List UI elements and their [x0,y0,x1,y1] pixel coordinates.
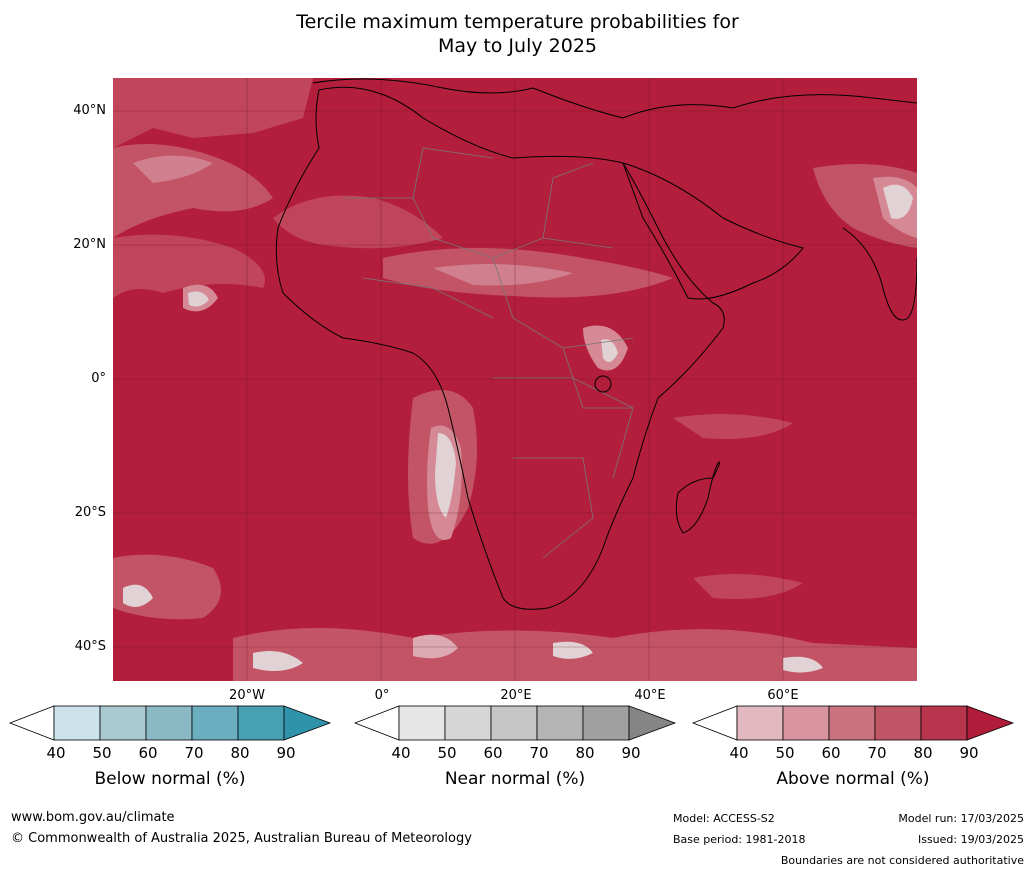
map-canvas [113,78,917,681]
lat-label-40s: 40°S [74,639,106,654]
colorbar-tick-label: 80 [575,744,595,762]
lat-label-20s: 20°S [74,505,106,520]
colorbar-segment [828,705,876,741]
colorbar-tick-label: 90 [959,744,979,762]
colorbar-segments [353,705,677,741]
country-borders [343,147,634,559]
lon-label-40e: 40°E [634,688,666,703]
colorbar-segment [398,705,446,741]
colorbar-above-normal [691,705,1015,741]
colorbar-tick-label: 80 [230,744,250,762]
colorbar-extend-high [628,705,677,741]
legend-title-above: Above normal (%) [776,769,930,789]
colorbar-segments [8,705,332,741]
lon-label-20w: 20°W [229,688,265,703]
colorbar-segment [145,705,193,741]
colorbar-tick-label: 50 [92,744,112,762]
colorbar-tick-label: 40 [46,744,66,762]
colorbar-segment [536,705,584,741]
colorbar-near-normal [353,705,677,741]
title-line-1: Tercile maximum temperature probabilitie… [296,11,739,33]
lat-label-40n: 40°N [73,103,106,118]
colorbar-extend-low [353,705,400,741]
chart-title: Tercile maximum temperature probabilitie… [0,10,1035,58]
lon-label-60e: 60°E [767,688,799,703]
colorbar-segment [736,705,784,741]
probability-patches [113,78,917,681]
lon-label-0: 0° [374,688,390,703]
lat-label-20n: 20°N [73,237,106,252]
footer-copyright: © Commonwealth of Australia 2025, Austra… [11,831,472,846]
arabia-coastline [622,162,804,300]
colorbar-extend-high [283,705,332,741]
india-coastline [842,227,917,321]
lon-label-20e: 20°E [500,688,532,703]
colorbar-extend-low [8,705,55,741]
colorbar-tick-label: 80 [913,744,933,762]
footer-issued: Issued: 19/03/2025 [917,833,1024,846]
legend-title-near: Near normal (%) [444,769,586,789]
legend-title-below: Below normal (%) [94,769,246,789]
colorbar-tick-label: 40 [391,744,411,762]
probability-map [113,78,917,681]
colorbar-below-normal [8,705,332,741]
footer-base-period: Base period: 1981-2018 [673,833,806,846]
colorbar-tick-label: 60 [138,744,158,762]
colorbar-segment [53,705,101,741]
footer-model-run: Model run: 17/03/2025 [898,812,1024,825]
colorbar-segment [582,705,630,741]
colorbar-tick-label: 90 [276,744,296,762]
colorbar-segment [99,705,147,741]
colorbar-tick-label: 70 [184,744,204,762]
colorbar-segment [874,705,922,741]
colorbar-tick-label: 60 [821,744,841,762]
europe-coastline [312,78,917,119]
madagascar-coastline [675,461,721,534]
footer-url[interactable]: www.bom.gov.au/climate [11,810,175,825]
colorbar-extend-low [691,705,738,741]
lat-label-0: 0° [91,371,106,386]
lake-victoria [594,375,612,393]
colorbar-segment [920,705,968,741]
colorbar-tick-label: 90 [621,744,641,762]
colorbar-tick-label: 40 [729,744,749,762]
colorbar-extend-high [966,705,1015,741]
colorbar-segment [191,705,239,741]
colorbar-segment [237,705,285,741]
colorbar-tick-label: 50 [437,744,457,762]
colorbar-tick-label: 70 [867,744,887,762]
map-gridlines [113,78,917,681]
colorbar-segment [490,705,538,741]
footer-disclaimer: Boundaries are not considered authoritat… [780,854,1024,867]
title-line-2: May to July 2025 [438,35,597,57]
africa-coastline [275,86,725,610]
colorbar-segment [444,705,492,741]
colorbar-segment [782,705,830,741]
colorbar-tick-label: 50 [775,744,795,762]
colorbar-segments [691,705,1015,741]
colorbar-tick-label: 70 [529,744,549,762]
colorbar-tick-label: 60 [483,744,503,762]
footer-model: Model: ACCESS-S2 [673,812,775,825]
